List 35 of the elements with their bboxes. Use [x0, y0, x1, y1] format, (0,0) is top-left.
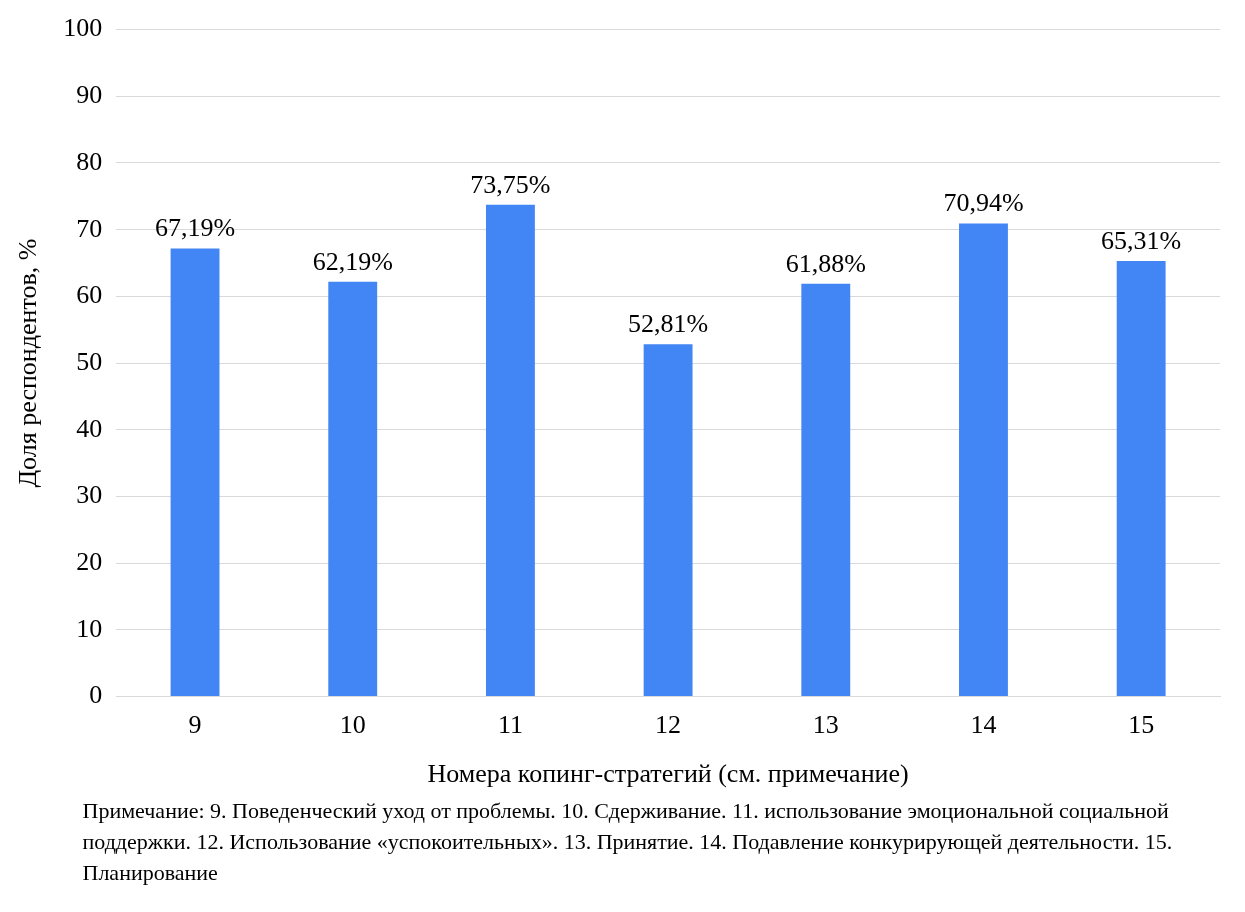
y-tick-label: 50: [76, 346, 103, 376]
x-tick-label: 14: [970, 710, 997, 740]
y-tick-label: 100: [63, 13, 103, 43]
data-label: 70,94%: [943, 188, 1024, 218]
y-axis-title: Доля респондентов, %: [13, 238, 43, 488]
x-tick-label: 12: [655, 710, 682, 740]
x-tick-label: 10: [339, 710, 366, 740]
y-tick-label: 30: [76, 480, 103, 510]
data-label: 65,31%: [1101, 225, 1182, 255]
bar: [801, 283, 851, 697]
data-label: 73,75%: [470, 169, 551, 199]
bar: [328, 281, 378, 697]
data-label: 61,88%: [785, 248, 866, 278]
data-label: 67,19%: [154, 213, 236, 243]
x-tick-label: 13: [812, 710, 839, 740]
y-tick-label: 60: [76, 280, 103, 310]
y-tick-label: 10: [76, 613, 103, 643]
y-tick-label: 0: [89, 680, 103, 710]
bar: [959, 223, 1008, 697]
x-tick-label: 15: [1128, 710, 1155, 740]
y-tick-label: 40: [76, 413, 103, 443]
x-tick-label: 11: [497, 710, 523, 740]
bar: [170, 248, 220, 697]
y-tick-label: 70: [76, 213, 103, 243]
bar: [1116, 260, 1166, 697]
y-tick-label: 90: [76, 80, 103, 110]
data-label: 62,19%: [312, 246, 393, 276]
y-tick-label: 20: [76, 547, 103, 577]
data-label: 52,81%: [628, 309, 709, 339]
x-axis-title: Номера копинг-стратегий (см. примечание): [427, 759, 909, 789]
text: Примечание: 9. Поведенческий уход от проблемы. 10. Сдерживание. 11. использование эмоциональной социальной поддержки. 12. Использование «успокоительных». 13. Принятие. 14. Подавление конкурирующей деятельности. 15. Планирование: [81, 797, 1174, 887]
x-tick-label: 9: [188, 710, 202, 740]
y-tick-label: 80: [76, 146, 103, 176]
bar: [485, 204, 535, 697]
bar: [643, 344, 693, 697]
